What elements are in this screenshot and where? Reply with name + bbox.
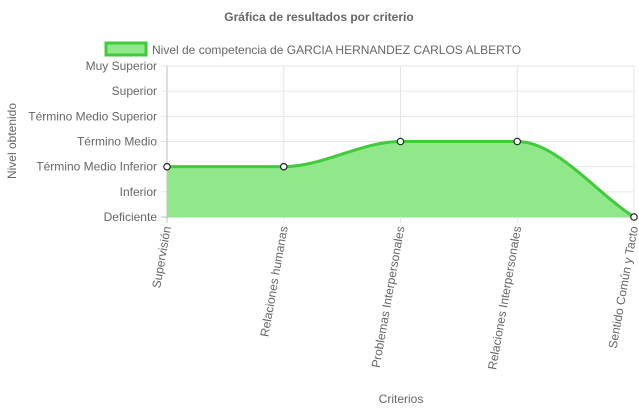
legend-label: Nivel de competencia de GARCIA HERNANDEZ…: [152, 43, 521, 57]
x-tick-label: Relaciones humanas: [257, 225, 290, 338]
x-tick-label: Problemas Interpersonales: [369, 225, 408, 369]
y-axis-ticks: Deficiente Inferior Término Medio Inferior…: [28, 59, 157, 224]
data-point: [396, 137, 405, 146]
y-tick-label: Inferior: [120, 185, 157, 199]
data-point: [630, 213, 638, 221]
y-tick-label: Término Medio Inferior: [36, 160, 157, 174]
x-tick-label: Relaciones Interpersonales: [485, 225, 524, 371]
series-area: [167, 141, 634, 217]
y-tick-label: Deficiente: [104, 210, 158, 224]
chart-title: Gráfica de resultados por criterio: [224, 10, 413, 24]
y-tick-label: Término Medio: [77, 135, 157, 149]
y-tick-label: Superior: [112, 84, 157, 98]
x-axis-title: Criterios: [379, 392, 424, 406]
y-axis-title: Nivel obtenido: [5, 103, 19, 179]
x-axis-ticks: Supervisión Relaciones humanas Problemas I…: [149, 225, 639, 371]
data-point: [513, 137, 522, 146]
x-tick-label: Sentido Común y Tacto: [606, 225, 639, 350]
series-layer: [163, 137, 638, 221]
legend[interactable]: Nivel de competencia de GARCIA HERNANDEZ…: [104, 41, 521, 57]
data-point: [279, 162, 288, 171]
legend-swatch: [104, 41, 148, 57]
y-tick-label: Muy Superior: [86, 59, 157, 73]
x-tick-label: Supervisión: [149, 225, 174, 289]
data-point: [163, 162, 171, 171]
y-tick-label: Término Medio Superior: [28, 109, 157, 123]
